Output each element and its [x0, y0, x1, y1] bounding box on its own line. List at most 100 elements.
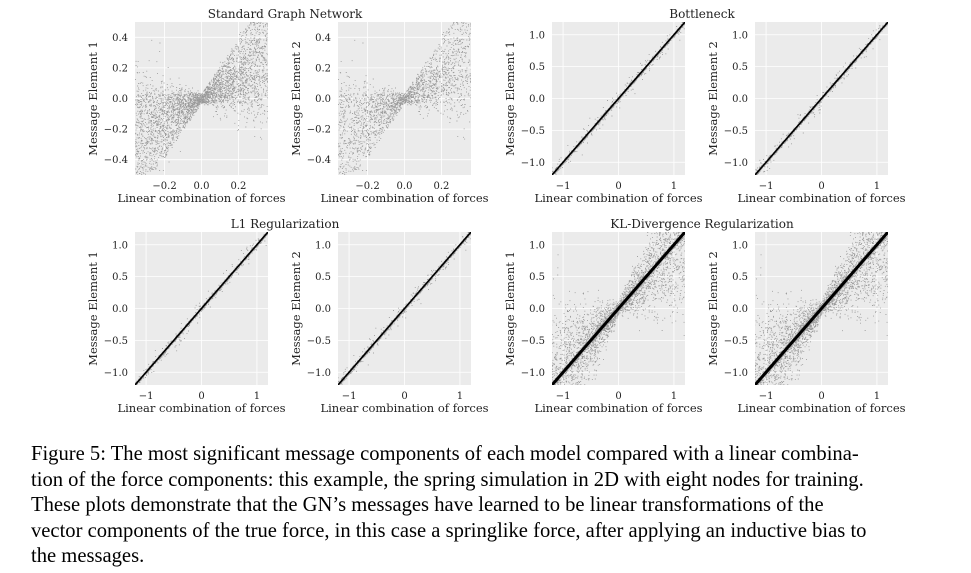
title-standard-graph-network: Standard Graph Network [207, 7, 363, 21]
caption-line-2: tion of the force components: this examp… [31, 468, 864, 491]
y-tick-label: 0.0 [732, 94, 748, 105]
x-tick-label: 0 [198, 391, 204, 402]
scatter-panel-6: −1 0 1 −1.0 −0.5 0.0 0.5 1.0 Linear combination … [289, 232, 489, 415]
x-tick-label: 0 [401, 391, 407, 402]
y-tick-label: 1.0 [315, 240, 331, 251]
data-points [135, 232, 268, 385]
x-tick-label: 0.2 [230, 181, 246, 192]
scatter-panel-4: −1 0 1 −1.0 −0.5 0.0 0.5 1.0 Linear combination … [706, 22, 906, 205]
x-tick-label: 1 [874, 181, 880, 192]
caption-line-3: These plots demonstrate that the GN’s me… [31, 494, 824, 516]
y-tick-label: 1.0 [732, 30, 748, 41]
x-tick-label: 0 [818, 391, 824, 402]
y-tick-label: 0.0 [315, 94, 331, 105]
x-tick-label: 0.0 [397, 181, 413, 192]
x-tick-label: −1 [759, 181, 774, 192]
y-tick-label: −0.4 [307, 155, 331, 166]
y-tick-label: −0.4 [104, 155, 128, 166]
y-tick-label: 0.0 [732, 304, 748, 315]
y-axis-label: Message Element 2 [289, 41, 303, 156]
y-tick-label: −1.0 [307, 368, 331, 379]
diagonal-density [135, 232, 268, 385]
y-tick-label: 0.5 [732, 62, 748, 73]
figure-5: Standard Graph Network Bottleneck L1 Reg… [86, 7, 906, 415]
y-tick-label: 0.5 [112, 272, 128, 283]
y-tick-label: −0.2 [104, 125, 128, 136]
x-axis-label: Linear combination of forces [737, 191, 905, 205]
title-kl-divergence-regularization: KL-Divergence Regularization [610, 217, 794, 231]
x-tick-label: −1 [139, 391, 154, 402]
y-tick-label: −1.0 [521, 158, 545, 169]
data-points [552, 232, 685, 385]
diagonal-density [755, 22, 888, 175]
x-tick-label: 0 [615, 391, 621, 402]
data-points [135, 22, 268, 175]
y-axis-label: Message Element 2 [289, 251, 303, 366]
data-points [755, 22, 888, 175]
y-tick-label: 0.0 [529, 304, 545, 315]
x-axis-label: Linear combination of forces [320, 191, 488, 205]
x-tick-label: −1 [556, 391, 571, 402]
scatter-panel-8: −1 0 1 −1.0 −0.5 0.0 0.5 1.0 Linear combination … [706, 232, 906, 415]
y-tick-label: 0.0 [315, 304, 331, 315]
y-tick-label: 1.0 [112, 240, 128, 251]
y-tick-label: −0.5 [307, 336, 331, 347]
y-tick-label: 0.5 [529, 272, 545, 283]
y-axis-label: Message Element 1 [503, 41, 517, 156]
figure-caption: Figure 5: The most significant message c… [31, 442, 959, 570]
y-tick-label: 0.5 [315, 272, 331, 283]
x-tick-label: 1 [254, 391, 260, 402]
y-tick-label: −0.5 [104, 336, 128, 347]
x-tick-label: 1 [671, 391, 677, 402]
y-tick-label: −1.0 [724, 368, 748, 379]
scatter-points [338, 22, 471, 175]
x-axis-label: Linear combination of forces [534, 401, 702, 415]
caption-line-4: vector components of the true force, in … [31, 519, 867, 542]
x-tick-label: 0 [818, 181, 824, 192]
data-points [755, 232, 888, 385]
y-axis-label: Message Element 2 [706, 41, 720, 156]
y-tick-label: 1.0 [732, 240, 748, 251]
y-tick-label: −1.0 [521, 368, 545, 379]
scatter-points [135, 22, 268, 175]
title-bottleneck: Bottleneck [669, 7, 735, 21]
y-axis-label: Message Element 1 [86, 251, 100, 366]
y-tick-label: 0.0 [529, 94, 545, 105]
scatter-panel-3: −1 0 1 −1.0 −0.5 0.0 0.5 1.0 Linear combination … [503, 22, 703, 205]
x-tick-label: 0.2 [433, 181, 449, 192]
y-tick-label: 1.0 [529, 240, 545, 251]
y-tick-label: 0.5 [732, 272, 748, 283]
y-tick-label: −0.5 [521, 336, 545, 347]
x-tick-label: 1 [874, 391, 880, 402]
x-axis-label: Linear combination of forces [117, 191, 285, 205]
scatter-panel-1: −0.2 0.0 0.2 −0.4 −0.2 0.0 0.2 0.4 Linear combin… [86, 22, 286, 205]
y-tick-label: 0.4 [112, 33, 128, 44]
y-tick-label: 1.0 [529, 30, 545, 41]
diagonal-density [552, 22, 685, 175]
x-tick-label: −1 [342, 391, 357, 402]
diagonal-density [552, 232, 685, 385]
x-tick-label: −0.2 [355, 181, 379, 192]
x-axis-label: Linear combination of forces [534, 191, 702, 205]
x-axis-label: Linear combination of forces [117, 401, 285, 415]
caption-line-1: Figure 5: The most significant message c… [31, 443, 859, 465]
caption-line-5: the messages. [31, 545, 145, 567]
diagonal-density [338, 232, 471, 385]
diagonal-density [755, 232, 888, 385]
y-tick-label: 0.2 [315, 63, 331, 74]
x-tick-label: −1 [556, 181, 571, 192]
data-points [338, 22, 471, 175]
x-axis-label: Linear combination of forces [320, 401, 488, 415]
y-tick-label: −0.5 [724, 336, 748, 347]
x-axis-label: Linear combination of forces [737, 401, 905, 415]
x-tick-label: −1 [759, 391, 774, 402]
x-tick-label: 1 [457, 391, 463, 402]
x-tick-label: 1 [671, 181, 677, 192]
y-tick-label: 0.5 [529, 62, 545, 73]
scatter-plots: −0.2 0.0 0.2 −0.4 −0.2 0.0 0.2 0.4 Linear combin… [86, 22, 906, 415]
x-tick-label: 0.0 [194, 181, 210, 192]
y-tick-label: 0.4 [315, 33, 331, 44]
y-tick-label: −0.5 [724, 126, 748, 137]
y-tick-label: −1.0 [104, 368, 128, 379]
data-points [552, 22, 685, 175]
